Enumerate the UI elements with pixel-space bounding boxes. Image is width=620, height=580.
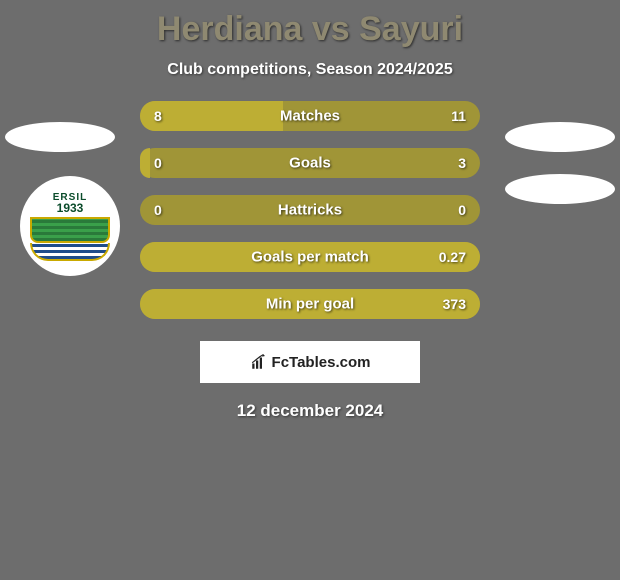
- stat-row: 373 Min per goal: [140, 289, 480, 319]
- player-avatar-left: [5, 122, 115, 152]
- stat-value-right: 0.27: [439, 249, 466, 265]
- player-avatar-right: [505, 122, 615, 152]
- crest-waves-icon: [30, 243, 110, 261]
- brand-label: FcTables.com: [272, 354, 371, 371]
- stat-value-left: 8: [154, 108, 162, 124]
- stat-row: 8 11 Matches: [140, 101, 480, 131]
- page-title: Herdiana vs Sayuri: [157, 10, 463, 49]
- crest-year: 1933: [57, 201, 84, 215]
- stat-label: Hattricks: [278, 202, 342, 219]
- stat-value-left: 0: [154, 202, 162, 218]
- stat-value-right: 0: [458, 202, 466, 218]
- stat-value-right: 3: [458, 155, 466, 171]
- stat-row: 0.27 Goals per match: [140, 242, 480, 272]
- stat-fill-left: [140, 148, 150, 178]
- crest-field-icon: [30, 217, 110, 243]
- brand-box[interactable]: FcTables.com: [200, 341, 420, 383]
- club-crest-left: ERSIL 1933: [20, 176, 120, 276]
- stat-label: Goals per match: [251, 249, 369, 266]
- stat-row: 0 0 Hattricks: [140, 195, 480, 225]
- stats-list: 8 11 Matches 0 3 Goals 0 0 Hattricks 0.27 Goals pe…: [140, 101, 480, 319]
- club-badge-right: [505, 174, 615, 204]
- chart-icon: [250, 353, 268, 371]
- stat-value-right: 373: [443, 296, 466, 312]
- stat-value-left: 0: [154, 155, 162, 171]
- date-label: 12 december 2024: [237, 401, 384, 421]
- stat-label: Goals: [289, 155, 331, 172]
- stat-label: Min per goal: [266, 296, 354, 313]
- stat-label: Matches: [280, 108, 340, 125]
- page-subtitle: Club competitions, Season 2024/2025: [167, 61, 452, 79]
- stat-row: 0 3 Goals: [140, 148, 480, 178]
- widget-root: Herdiana vs Sayuri Club competitions, Se…: [0, 0, 620, 580]
- stat-value-right: 11: [451, 108, 466, 124]
